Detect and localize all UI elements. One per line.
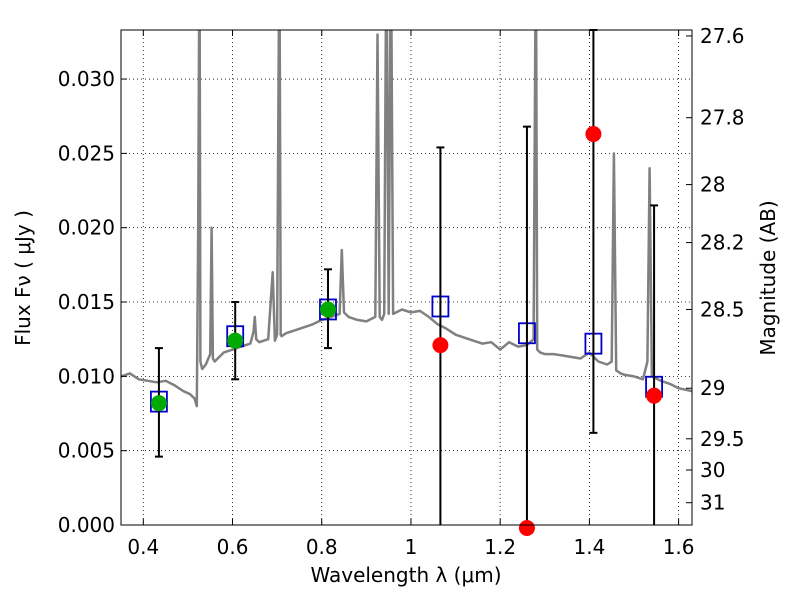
y2-tick-label: 30 [700, 458, 725, 482]
plot-frame [120, 29, 693, 526]
x-tick-label: 0.8 [306, 535, 338, 559]
y-tick-label: 0.020 [58, 216, 115, 240]
detection-point [150, 395, 167, 412]
y2-tick-label: 28 [700, 173, 725, 197]
y2-tick-label: 28.2 [700, 231, 745, 255]
x-tick-label: 1.2 [484, 535, 516, 559]
y-tick-label: 0.000 [58, 513, 115, 537]
y2-axis-label: Magnitude (AB) [756, 200, 780, 355]
nondetection-point [585, 126, 602, 143]
y2-tick-label: 29.5 [700, 427, 745, 451]
y2-tick-label: 27.6 [700, 24, 745, 48]
y-tick-label: 0.015 [58, 290, 115, 314]
detection-point [227, 332, 244, 349]
y-tick-label: 0.010 [58, 364, 115, 388]
data-layer [121, 30, 692, 413]
grid [121, 30, 692, 526]
ticks: 0.4 0.6 0.8 1 1.2 1.4 1.6 0.000 0.005 0.010 0.015 0… [58, 24, 745, 559]
errorbar-layer [150, 29, 663, 536]
detection-point [319, 301, 336, 318]
x-tick-label: 1 [405, 535, 418, 559]
y2-tick-label: 28.5 [700, 297, 745, 321]
y-tick-label: 0.005 [58, 439, 115, 463]
y-tick-label: 0.030 [58, 67, 115, 91]
nondetection-point [518, 519, 535, 536]
y2-tick-label: 31 [700, 491, 725, 515]
x-axis-label: Wavelength λ (μm) [310, 563, 501, 587]
y-axis-label: Flux Fν ( μJy ) [11, 210, 35, 346]
x-tick-label: 1.6 [663, 535, 695, 559]
nondetection-point [432, 337, 449, 354]
x-tick-label: 0.4 [127, 535, 159, 559]
x-tick-label: 1.4 [573, 535, 605, 559]
x-tick-label: 0.6 [217, 535, 249, 559]
y2-tick-label: 29 [700, 376, 725, 400]
nondetection-point [646, 387, 663, 404]
model-spectrum-line [121, 30, 692, 408]
y-tick-label: 0.025 [58, 141, 115, 165]
y2-tick-label: 27.8 [700, 106, 745, 130]
